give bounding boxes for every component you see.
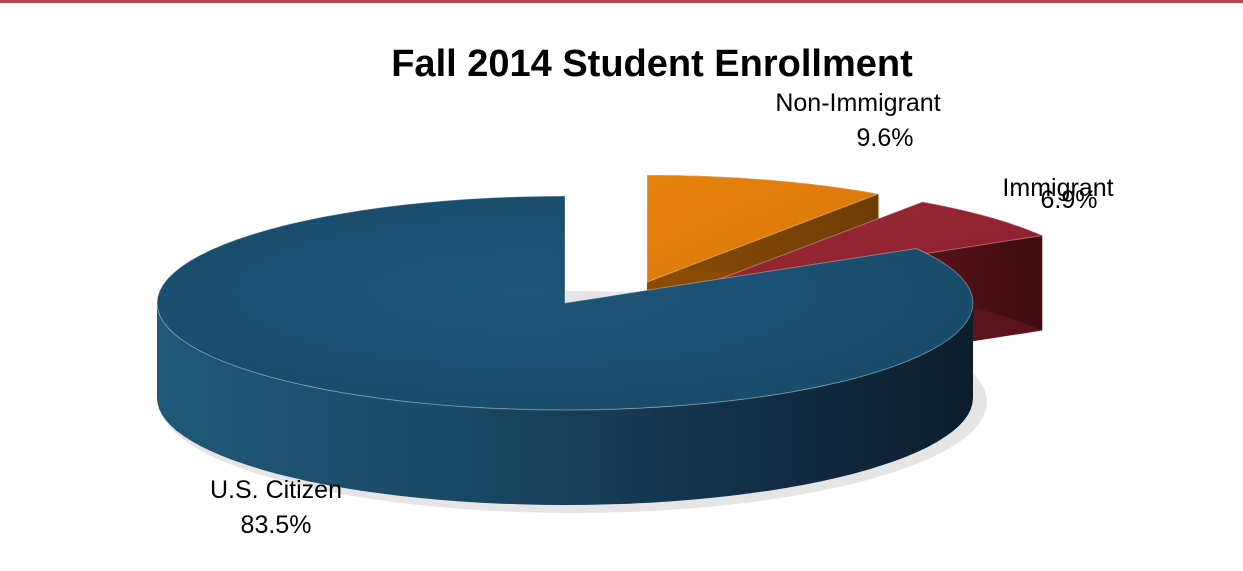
slice-label-value-immigrant: 6.9%	[1041, 186, 1098, 214]
slice-label-value-non-immigrant: 9.6%	[857, 124, 914, 152]
slice-top-immigrant	[690, 201, 1045, 291]
slice-side-us-citizen	[157, 303, 973, 505]
slice-label-name-immigrant: Immigrant	[1002, 174, 1113, 202]
slice-label-value-us-citizen: 83.5%	[241, 511, 312, 539]
slice-label-name-non-immigrant: Non-Immigrant	[775, 89, 940, 117]
slices-layer	[156, 174, 1045, 505]
slice-label-name-us-citizen: U.S. Citizen	[210, 476, 342, 504]
slice-top-us-citizen	[156, 195, 974, 411]
chart-title: Fall 2014 Student Enrollment	[391, 43, 913, 85]
slice-us-citizen	[156, 195, 974, 505]
slice-top-non-immigrant	[646, 174, 881, 283]
top-rule	[0, 0, 1243, 3]
